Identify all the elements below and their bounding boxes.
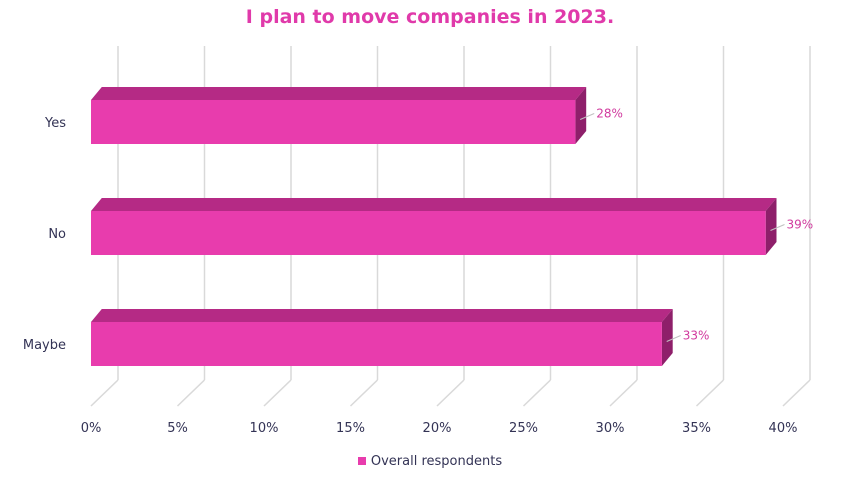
x-tick-label: 25% — [509, 421, 538, 436]
bar-top-face — [91, 309, 673, 322]
chart-plot: 0% 5% 10% 15% 20% 25% 30% 35% 40% Yes 28% No 39% Mayb… — [23, 46, 814, 436]
data-label: 28% — [596, 107, 623, 121]
x-tick-label: 35% — [682, 421, 711, 436]
legend: Overall respondents — [0, 454, 860, 469]
bar — [91, 211, 766, 255]
gridline-floor — [349, 379, 379, 407]
bar-top-face — [91, 87, 587, 100]
y-category-label: Yes — [44, 116, 66, 131]
gridline-floor — [436, 379, 465, 407]
y-category-label: Maybe — [23, 338, 66, 353]
data-label-leader — [770, 224, 785, 231]
data-label: 39% — [787, 218, 814, 232]
gridline-floor — [782, 379, 811, 407]
bar-side-face — [661, 309, 673, 366]
gridline-floor — [263, 379, 292, 407]
x-tick-label: 0% — [81, 421, 102, 436]
data-label-leader — [666, 335, 681, 342]
bar-top-face — [91, 198, 777, 211]
legend-swatch — [357, 457, 366, 465]
gridline-floor — [176, 379, 206, 407]
x-tick-label: 5% — [167, 421, 188, 436]
gridline-floor — [522, 379, 552, 407]
chart-title: I plan to move companies in 2023. — [245, 6, 615, 28]
gridline-floor — [609, 379, 638, 407]
x-tick-label: 10% — [250, 421, 279, 436]
gridline-floor — [90, 379, 119, 407]
legend-label: Overall respondents — [370, 454, 503, 469]
bar-side-face — [765, 198, 777, 255]
y-category-label: No — [48, 227, 66, 242]
x-tick-label: 40% — [769, 421, 798, 436]
bar — [91, 322, 662, 366]
bar-side-face — [575, 87, 587, 144]
x-tick-label: 30% — [596, 421, 625, 436]
bar — [91, 100, 576, 144]
data-label-leader — [580, 113, 595, 120]
gridline-floor — [695, 379, 725, 407]
data-label: 33% — [683, 329, 710, 343]
x-tick-label: 20% — [423, 421, 452, 436]
x-tick-label: 15% — [336, 421, 365, 436]
